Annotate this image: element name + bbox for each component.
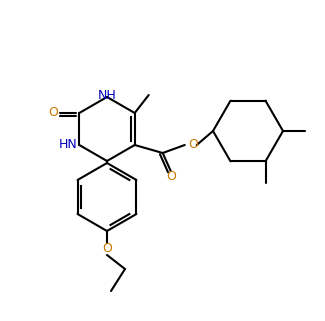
Text: O: O: [102, 242, 112, 256]
Text: NH: NH: [98, 89, 116, 102]
Text: O: O: [166, 170, 176, 184]
Text: O: O: [189, 138, 199, 152]
Text: HN: HN: [58, 138, 77, 152]
Text: O: O: [48, 107, 58, 119]
